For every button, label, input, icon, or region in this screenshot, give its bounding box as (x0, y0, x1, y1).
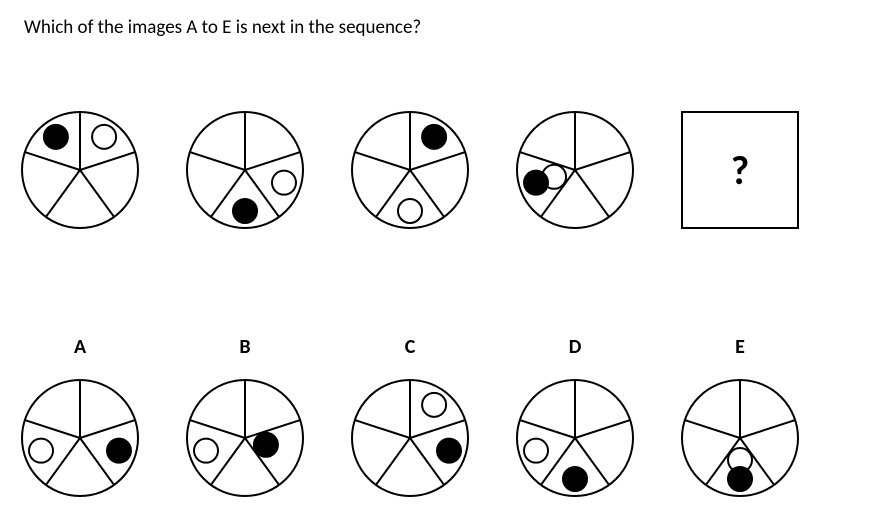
pie-chart-icon (515, 110, 635, 230)
pie-chart-icon (185, 378, 305, 498)
options-row (20, 378, 800, 498)
sequence-item (20, 110, 140, 230)
pie-chart-icon (20, 110, 140, 230)
pie-chart-icon (350, 110, 470, 230)
placeholder-symbol: ? (731, 146, 750, 195)
pie-chart-icon (185, 110, 305, 230)
sequence-item (350, 110, 470, 230)
pie-chart-icon (680, 378, 800, 498)
option-label: E (680, 335, 800, 359)
option-labels-row: A B C D E (20, 335, 800, 359)
pie-chart-icon (20, 378, 140, 498)
option-label: A (20, 335, 140, 359)
option-item[interactable] (185, 378, 305, 498)
option-label: B (185, 335, 305, 359)
option-item[interactable] (515, 378, 635, 498)
question-mark-box: ? (681, 111, 799, 229)
sequence-row: ? (20, 110, 800, 230)
pie-chart-icon (515, 378, 635, 498)
sequence-item (185, 110, 305, 230)
option-item[interactable] (680, 378, 800, 498)
sequence-item (515, 110, 635, 230)
option-item[interactable] (350, 378, 470, 498)
option-label: D (515, 335, 635, 359)
question-text: Which of the images A to E is next in th… (24, 16, 421, 39)
option-item[interactable] (20, 378, 140, 498)
sequence-placeholder: ? (680, 110, 800, 230)
pie-chart-icon (350, 378, 470, 498)
option-label: C (350, 335, 470, 359)
